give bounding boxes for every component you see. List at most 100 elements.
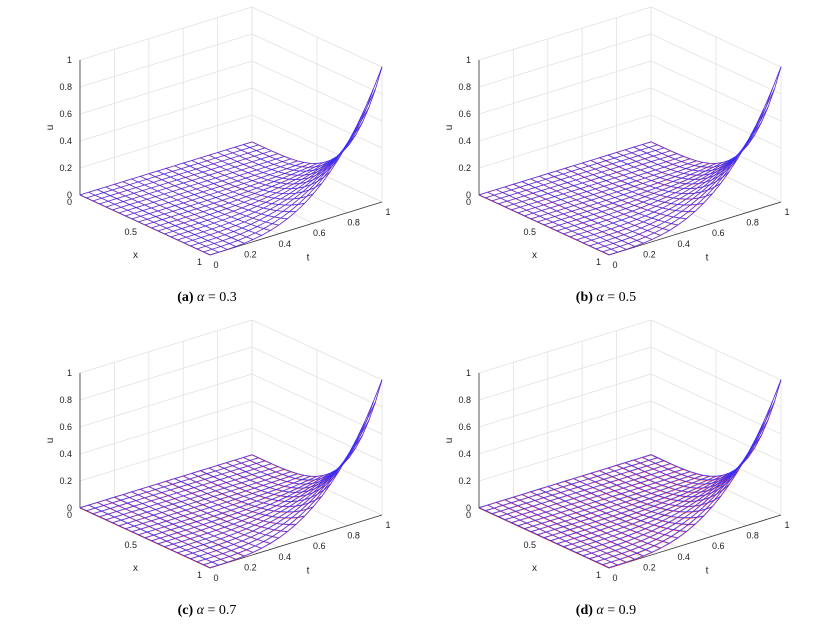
z-tick-label: 0.4	[59, 449, 72, 459]
approximate-mesh-line-t	[234, 421, 366, 485]
approximate-mesh-line-t	[650, 379, 782, 477]
approximate-mesh-line-t	[625, 439, 756, 489]
approximate-mesh-line-t	[97, 189, 228, 250]
caption-alpha-symbol: α	[596, 290, 604, 305]
t-axis-label: t	[307, 566, 310, 577]
caption-a: (a) α = 0.3	[0, 290, 414, 306]
approximate-mesh-line-t	[208, 467, 340, 498]
z-tick-label: 0.8	[59, 395, 72, 405]
approximate-mesh-line-t	[165, 480, 297, 525]
caption-label: (a)	[177, 290, 194, 305]
gridline-z-back	[79, 346, 253, 401]
approximate-mesh-line-t	[487, 504, 618, 566]
z-tick-label: 0.6	[458, 109, 471, 119]
t-tick-label: 0	[612, 260, 617, 270]
approximate-mesh-line-t	[564, 480, 696, 525]
z-tick-label: 0.2	[458, 163, 471, 173]
caption-label: (b)	[575, 290, 593, 305]
exact-mesh-line-t	[513, 497, 644, 557]
caption-alpha-symbol: α	[197, 290, 205, 305]
approximate-mesh-line-t	[79, 507, 211, 568]
surface-plot-d: 0 0.2 0.4 0.6 0.8 1 0 0.5 1 0 0.2 0.4 0.6 0.8 1 u x t	[444, 319, 790, 583]
gridline-z-back	[478, 346, 652, 401]
approximate-mesh-line-t	[122, 181, 254, 240]
caption-d: (d) α = 0.9	[399, 603, 813, 619]
approximate-mesh-line-t	[530, 491, 661, 549]
exact-mesh-line-t	[633, 108, 765, 172]
exact-mesh-line-t	[582, 475, 713, 513]
approximate-mesh-line-t	[157, 170, 288, 220]
t-tick-label: 0.6	[712, 541, 725, 551]
exact-mesh-line-t	[539, 489, 670, 545]
z-tick-label: 0	[67, 503, 72, 513]
z-tick-label: 1	[67, 368, 72, 378]
approximate-mesh-line-t	[504, 186, 635, 247]
approximate-mesh-line-t	[200, 157, 331, 189]
approximate-mesh-line-t	[599, 157, 730, 189]
approximate-mesh-line-t	[114, 496, 245, 557]
approximate-mesh-line-t	[157, 483, 288, 532]
approximate-mesh-line-t	[105, 499, 236, 560]
approximate-mesh-line-t	[140, 488, 271, 544]
approximate-mesh-line-t	[573, 165, 704, 206]
t-axis-label: t	[307, 253, 310, 264]
x-axis-label: x	[133, 250, 138, 261]
z-tick-label: 1	[466, 368, 471, 378]
z-tick-label: 1	[466, 55, 471, 65]
x-tick-label: 0.5	[523, 227, 536, 237]
z-tick-label: 0.2	[59, 476, 72, 486]
exact-mesh-line-t	[208, 467, 340, 498]
approximate-mesh-line-t	[530, 178, 661, 236]
approximate-mesh-line-t	[243, 88, 374, 168]
approximate-mesh-line-t	[650, 66, 782, 164]
gridline-z-back	[478, 114, 652, 169]
approximate-mesh-line-t	[251, 379, 383, 477]
gridline-z-back	[79, 427, 253, 482]
exact-mesh-line-t	[478, 507, 610, 569]
exact-mesh-line-t	[521, 494, 653, 553]
exact-mesh-line-t	[573, 478, 704, 519]
x-tick-label: 1	[197, 257, 202, 267]
t-axis-line	[608, 514, 782, 569]
approximate-mesh-line-t	[607, 467, 739, 497]
approximate-mesh-line-t	[105, 186, 236, 247]
t-tick-label: 0	[612, 573, 617, 583]
exact-mesh-line-t	[556, 483, 687, 533]
exact-mesh-line-t	[599, 470, 730, 503]
exact-mesh-line-t	[539, 176, 670, 232]
exact-mesh-line-t	[590, 473, 721, 508]
exact-mesh-line-t	[642, 88, 773, 168]
approximate-mesh-line-t	[131, 491, 262, 549]
x-axis-label: x	[133, 563, 138, 574]
t-tick-label: 0.4	[678, 239, 691, 249]
approximate-mesh-line-t	[88, 504, 219, 566]
t-tick-label: 0.8	[347, 531, 360, 541]
caption-label: (d)	[575, 603, 593, 618]
exact-mesh-line-t	[131, 491, 262, 549]
z-tick-label: 0.8	[458, 395, 471, 405]
x-tick-label: 0	[67, 197, 72, 207]
caption-label: (c)	[177, 603, 194, 618]
panel-c: 0 0.2 0.4 0.6 0.8 1 0 0.5 1 0 0.2 0.4 0.6 0.8 1 u x t (c)…	[0, 313, 414, 626]
exact-mesh-line-t	[547, 486, 678, 539]
caption-alpha-symbol: α	[196, 603, 204, 618]
approximate-mesh-line-t	[148, 173, 279, 226]
z-tick-label: 0.8	[458, 82, 471, 92]
x-tick-label: 0	[466, 197, 471, 207]
exact-mesh-line-t	[243, 401, 374, 481]
t-tick-label: 0.6	[313, 228, 326, 238]
approximate-mesh-line-t	[487, 191, 618, 253]
gridline-z-back	[79, 6, 253, 61]
panel-a: 0 0.2 0.4 0.6 0.8 1 0 0.5 1 0 0.2 0.4 0.6 0.8 1 u x t (a)…	[0, 0, 414, 313]
gridline-z-back	[79, 319, 253, 374]
approximate-mesh-line-t	[564, 167, 696, 212]
approximate-mesh-line-t	[243, 401, 374, 481]
approximate-mesh-line-t	[217, 455, 348, 493]
t-tick-label: 0	[213, 260, 218, 270]
gridline-z-back	[478, 33, 652, 88]
surface-plot-c: 0 0.2 0.4 0.6 0.8 1 0 0.5 1 0 0.2 0.4 0.6 0.8 1 u x t	[45, 319, 391, 583]
approximate-mesh-line-t	[547, 173, 678, 226]
approximate-mesh-line-t	[174, 165, 305, 206]
x-axis-label: x	[532, 563, 537, 574]
approximate-mesh-line-t	[642, 401, 773, 481]
